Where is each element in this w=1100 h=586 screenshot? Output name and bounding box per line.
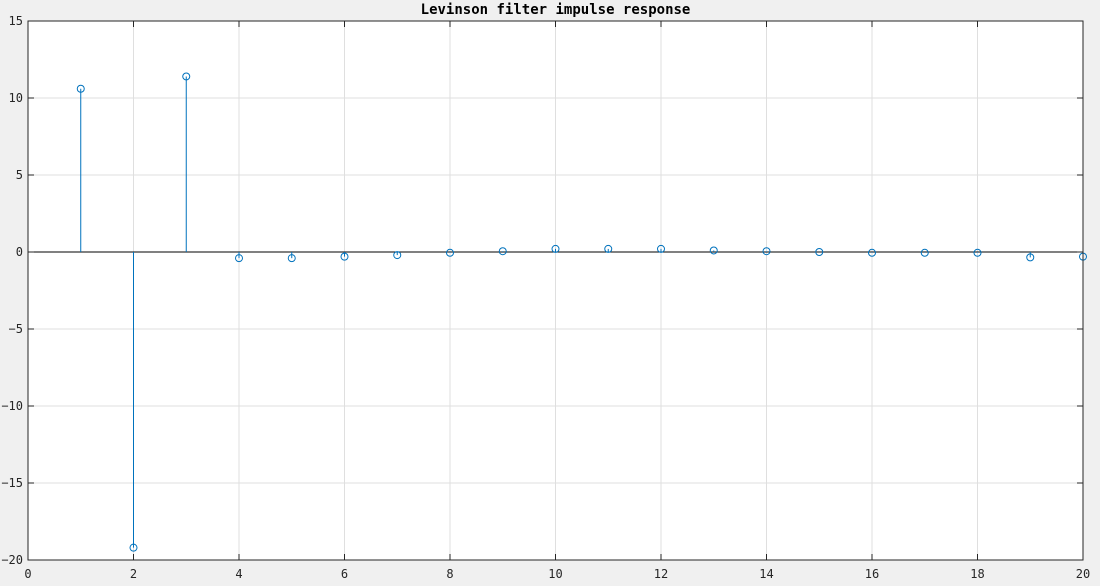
grid-lines xyxy=(28,21,1083,560)
stem-marker xyxy=(657,244,665,253)
x-tick-label: 0 xyxy=(24,567,31,581)
y-tick-label: −15 xyxy=(1,476,23,490)
x-tick-label: 6 xyxy=(341,567,348,581)
stem-marker xyxy=(920,248,929,257)
y-tick-label: −5 xyxy=(9,322,23,336)
stem-marker xyxy=(129,543,138,552)
y-tick-label: 15 xyxy=(9,14,23,28)
x-tick-label: 2 xyxy=(130,567,137,581)
stem-marker xyxy=(182,72,191,81)
y-tick-label: −10 xyxy=(1,399,23,413)
stem-marker xyxy=(762,247,771,256)
stem-marker xyxy=(76,84,85,93)
y-tick-label: 0 xyxy=(16,245,23,259)
x-tick-label: 10 xyxy=(548,567,562,581)
stem-marker xyxy=(709,246,718,255)
stem-marker xyxy=(604,244,613,253)
y-tick-label: 10 xyxy=(9,91,23,105)
stem-series xyxy=(76,72,1087,552)
stem-marker xyxy=(868,248,876,257)
axis-ticks xyxy=(27,20,1084,561)
x-tick-label: 18 xyxy=(970,567,984,581)
stem-marker xyxy=(1026,253,1035,262)
stem-marker xyxy=(393,251,402,260)
x-tick-label: 12 xyxy=(654,567,668,581)
stem-marker xyxy=(287,254,296,263)
stem-marker xyxy=(498,247,507,256)
tick-labels: 0 2 4 6 8 10 12 14 16 18 20 −20 −15 −10 −5 0 5 10 15 xyxy=(1,14,1090,581)
stem-marker xyxy=(551,244,560,253)
stem-marker xyxy=(340,252,349,261)
x-tick-label: 8 xyxy=(446,567,453,581)
stem-marker xyxy=(815,248,824,256)
y-tick-label: −20 xyxy=(1,553,23,567)
chart-title: Levinson filter impulse response xyxy=(421,2,691,18)
stem-marker xyxy=(446,248,454,257)
x-tick-label: 14 xyxy=(759,567,773,581)
y-tick-label: 5 xyxy=(16,168,23,182)
x-tick-label: 16 xyxy=(865,567,879,581)
stem-marker xyxy=(973,248,982,257)
stem-marker xyxy=(235,254,243,263)
x-tick-label: 20 xyxy=(1076,567,1090,581)
x-tick-label: 4 xyxy=(235,567,242,581)
